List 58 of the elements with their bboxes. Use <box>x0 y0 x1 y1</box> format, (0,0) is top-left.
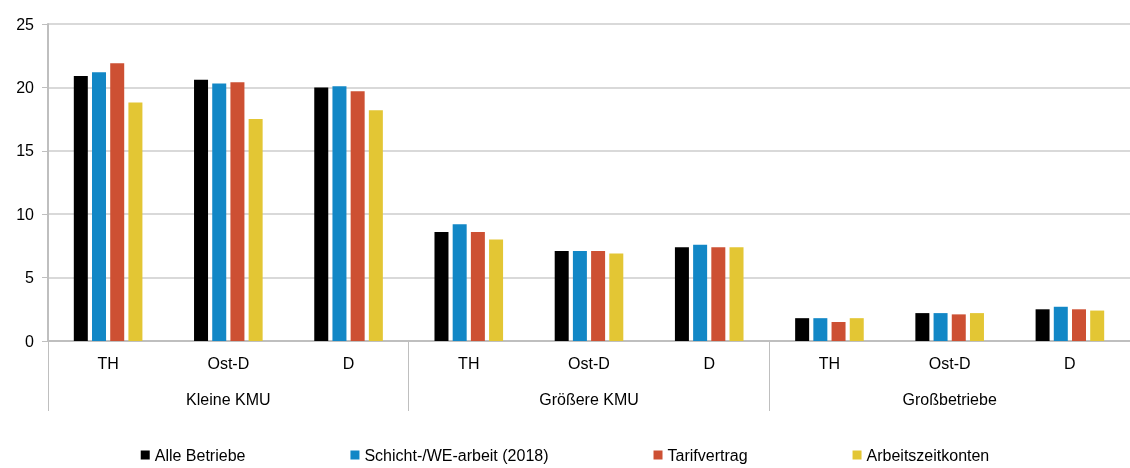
bar <box>1071 309 1086 341</box>
y-tick-label: 10 <box>16 205 35 223</box>
bar <box>470 231 485 341</box>
bar <box>813 318 828 341</box>
bar <box>212 83 227 341</box>
bar <box>951 314 966 341</box>
bar <box>591 250 606 341</box>
x-tick-label: D <box>342 354 355 372</box>
bar <box>248 119 263 341</box>
y-tick-label: 25 <box>16 15 35 33</box>
bar <box>92 72 107 341</box>
text: Größere KMU <box>539 390 639 408</box>
x-tick-label: D <box>703 354 715 372</box>
y-tick-label: 5 <box>25 269 35 287</box>
x-tick-label: TH <box>97 354 119 372</box>
bar <box>554 250 569 341</box>
legend-label: Alle Betriebe <box>154 446 246 464</box>
bar <box>128 102 143 341</box>
bar <box>831 321 846 341</box>
legend-label: Arbeitszeitkonten <box>866 446 990 464</box>
bar <box>314 87 329 341</box>
bar <box>915 313 930 341</box>
bar <box>489 239 504 341</box>
legend-label: Tarifvertrag <box>667 446 748 464</box>
legend-label: Schicht-/WE-arbeit (2018) <box>364 446 549 464</box>
bar <box>849 318 864 341</box>
x-tick-label: TH <box>458 354 480 372</box>
bar <box>434 231 449 341</box>
bar <box>452 224 467 341</box>
text: Kleine KMU <box>186 390 271 408</box>
bar <box>368 110 383 341</box>
bar <box>194 79 209 341</box>
y-tick-label: 20 <box>16 78 35 96</box>
x-tick-label: TH <box>818 354 841 372</box>
bar <box>729 247 744 341</box>
bar <box>1090 310 1105 341</box>
text: Großbetriebe <box>902 390 997 408</box>
bar <box>110 63 125 341</box>
bar <box>1053 306 1068 341</box>
y-tick-label: 0 <box>25 332 35 350</box>
x-tick-label: Ost-D <box>568 354 610 372</box>
bar <box>795 318 810 341</box>
bar <box>969 313 984 341</box>
bar <box>332 86 347 341</box>
bar <box>1035 309 1050 341</box>
bar <box>609 253 624 341</box>
bar <box>230 82 245 341</box>
bar <box>711 247 726 341</box>
bar <box>933 313 948 341</box>
x-tick-label: Ost-D <box>928 354 971 372</box>
bar <box>572 250 587 341</box>
bar <box>674 247 689 341</box>
bar <box>693 244 708 341</box>
x-tick-label: D <box>1064 354 1076 372</box>
y-tick-label: 15 <box>16 142 35 160</box>
bar <box>350 91 365 341</box>
bar <box>73 75 88 341</box>
x-tick-label: Ost-D <box>207 354 250 372</box>
